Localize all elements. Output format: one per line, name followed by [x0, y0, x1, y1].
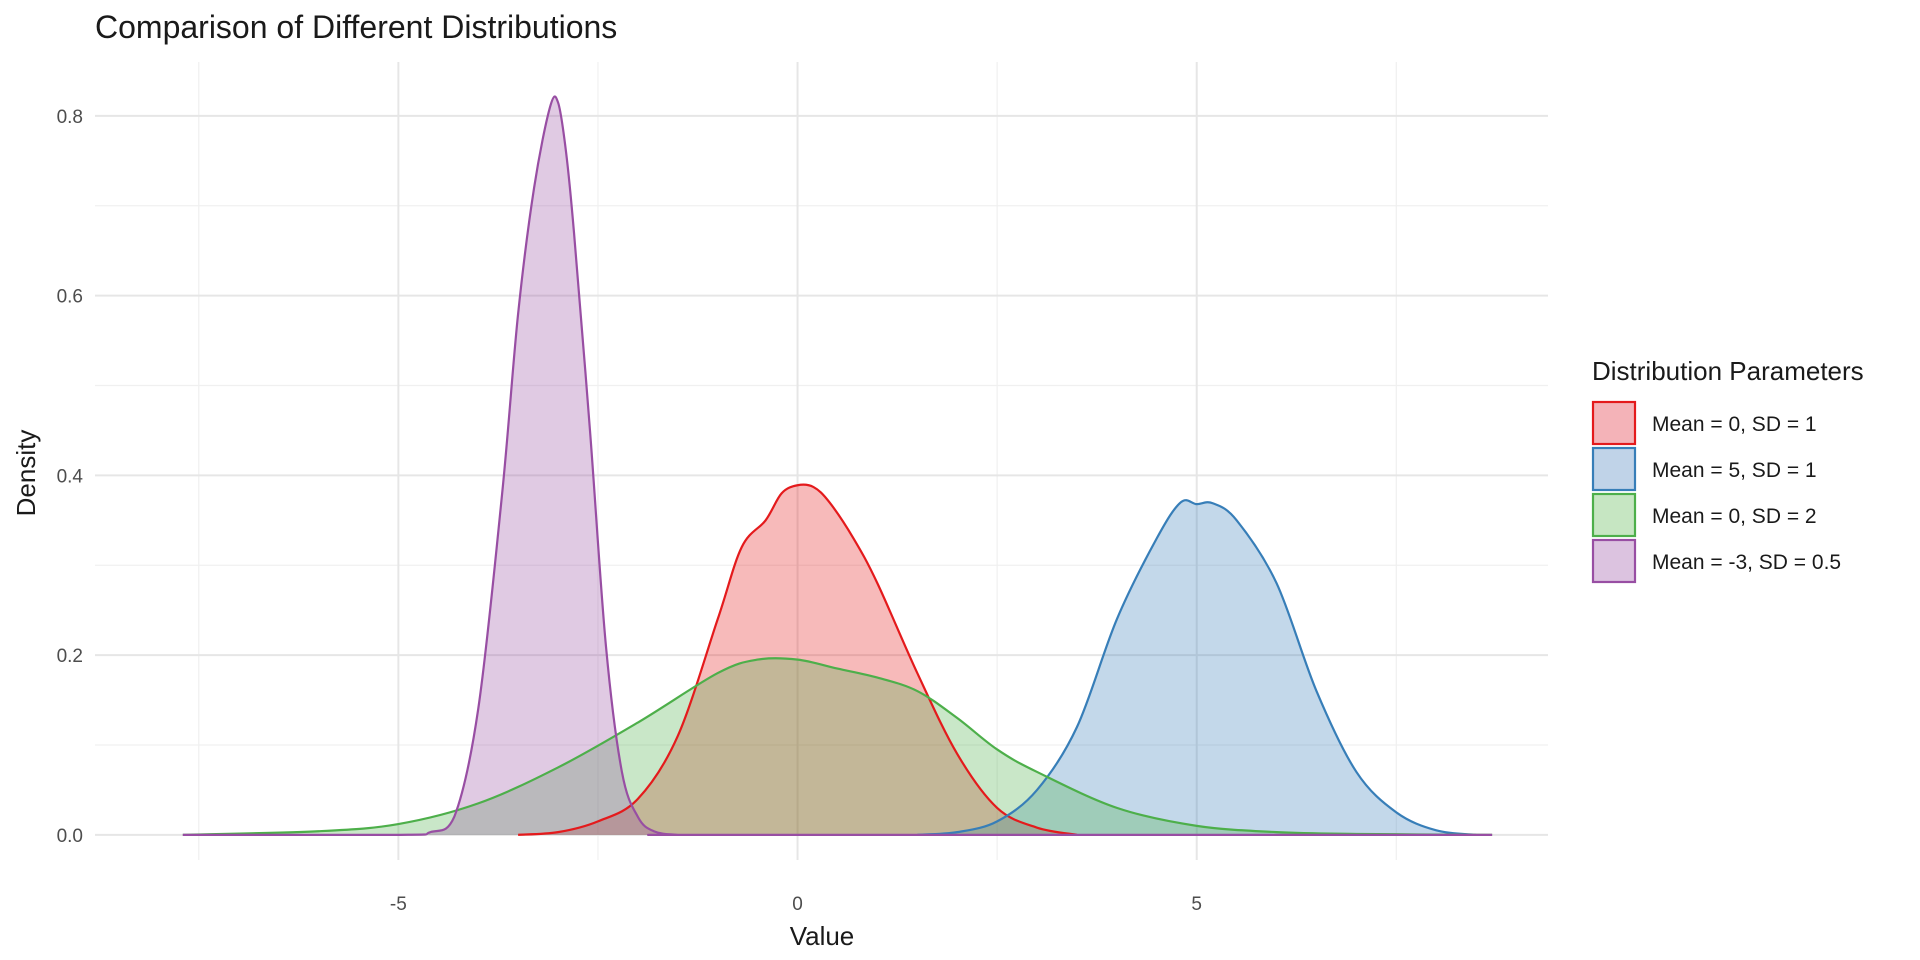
- legend-item: Mean = -3, SD = 0.5: [1591, 538, 1841, 584]
- series-4-density-area: [182, 96, 1493, 835]
- series-2-density-area: [917, 500, 1477, 835]
- legend-key-swatch: [1591, 492, 1637, 538]
- series-4-density-line: [182, 95, 1493, 836]
- chart-title: Comparison of Different Distributions: [95, 9, 617, 45]
- legend: Distribution Parameters Mean = 0, SD = 1…: [1591, 356, 1864, 584]
- y-tick-label: 0.8: [57, 107, 83, 128]
- x-tick-label: -5: [390, 894, 407, 915]
- legend-item: Mean = 0, SD = 1: [1591, 400, 1817, 446]
- x-axis-title: Value: [790, 921, 855, 951]
- legend-label: Mean = -3, SD = 0.5: [1652, 551, 1841, 574]
- legend-key-swatch: [1591, 446, 1637, 492]
- y-tick-label: 0.0: [57, 826, 83, 847]
- legend-title: Distribution Parameters: [1592, 356, 1864, 386]
- y-tick-label: 0.6: [57, 287, 83, 308]
- y-axis-title: Density: [11, 430, 41, 517]
- legend-item: Mean = 5, SD = 1: [1591, 446, 1817, 492]
- y-tick-label: 0.4: [57, 466, 84, 487]
- legend-item: Mean = 0, SD = 2: [1591, 492, 1817, 538]
- legend-label: Mean = 5, SD = 1: [1652, 459, 1817, 482]
- line-layer: [182, 95, 1493, 836]
- legend-key-swatch: [1591, 400, 1637, 446]
- legend-items: Mean = 0, SD = 1 Mean = 5, SD = 1 Mean = 0…: [1591, 400, 1841, 584]
- axis-layer: 0.0 0.2 0.4 0.6 0.8 -5 0 5: [57, 107, 1202, 915]
- legend-key-swatch: [1591, 538, 1637, 584]
- area-layer: [182, 96, 1493, 835]
- legend-label: Mean = 0, SD = 2: [1652, 505, 1817, 528]
- x-tick-label: 5: [1191, 894, 1202, 915]
- x-tick-label: 0: [792, 894, 803, 915]
- legend-label: Mean = 0, SD = 1: [1652, 413, 1817, 436]
- series-1-density-line: [518, 483, 1078, 836]
- series-3-density-line: [182, 657, 1493, 836]
- series-2-density-line: [917, 499, 1477, 836]
- y-tick-label: 0.2: [57, 646, 83, 667]
